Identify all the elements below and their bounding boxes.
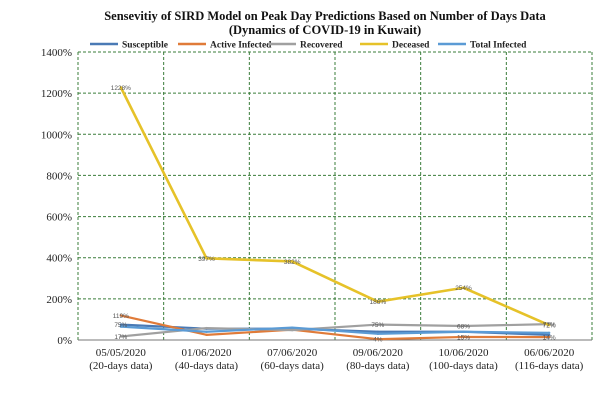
y-tick-label: 1000%	[41, 129, 72, 141]
y-tick-label: 400%	[46, 253, 72, 265]
data-point	[205, 326, 208, 330]
legend-label: Total Infected	[470, 41, 527, 51]
data-label: 254%	[455, 285, 472, 292]
data-label: 75%	[114, 322, 127, 329]
data-label: 186%	[370, 299, 387, 306]
series-group	[119, 86, 551, 341]
series-line	[119, 86, 550, 327]
data-point	[290, 328, 294, 332]
data-point	[547, 323, 551, 327]
legend-label: Susceptible	[122, 41, 168, 51]
legend: Susceptible Active Infected Recovered Decea…	[90, 41, 527, 51]
data-label: 14%	[543, 335, 556, 342]
data-point	[462, 335, 465, 339]
y-tick-label: 800%	[46, 170, 72, 182]
chart-title: Sensevitiy of SIRD Model on Peak Day Pre…	[104, 9, 546, 23]
data-point	[547, 333, 551, 337]
data-point	[119, 314, 123, 317]
data-point	[547, 335, 551, 339]
data-label: 15%	[457, 334, 470, 341]
y-tick-label: 0%	[57, 335, 72, 347]
data-label: 1228%	[111, 85, 131, 92]
data-label: 77%	[543, 322, 556, 329]
data-label: 17%	[114, 334, 127, 341]
data-point	[205, 330, 208, 333]
x-tick-label: 05/05/2020 (20-days data)	[89, 347, 153, 372]
grid-lines	[77, 51, 593, 341]
y-tick-label: 1400%	[41, 47, 72, 59]
series-line	[120, 325, 550, 335]
data-label: 119%	[113, 313, 129, 320]
data-point	[119, 86, 123, 89]
data-point	[376, 332, 380, 336]
data-label: 75%	[371, 322, 384, 329]
data-label: 72%	[543, 323, 556, 330]
series-line	[120, 323, 550, 338]
data-label: 4%	[373, 337, 383, 344]
data-point	[205, 333, 208, 337]
legend-label: Recovered	[300, 41, 343, 51]
data-point	[119, 323, 123, 326]
y-tick-label: 600%	[46, 212, 72, 224]
data-point	[462, 324, 465, 328]
data-point	[205, 257, 208, 260]
chart-subtitle: (Dynamics of COVID-19 in Kuwait)	[229, 23, 421, 37]
y-tick-label: 1200%	[41, 88, 72, 100]
x-tick-label: 07/06/2020 (60-days data)	[261, 347, 325, 372]
data-point	[547, 331, 551, 334]
data-point	[376, 323, 380, 326]
data-label: 397%	[198, 256, 215, 263]
data-label: 68%	[457, 324, 470, 331]
x-tick-label: 10/06/2020 (100-days data)	[429, 347, 498, 372]
x-tick-label: 09/06/2020 (80-days data)	[346, 347, 410, 372]
data-point	[119, 325, 123, 328]
data-point	[462, 286, 465, 289]
data-point	[462, 330, 465, 333]
data-point	[290, 326, 294, 329]
x-tick-label: 06/06/2020 (116-days data)	[515, 347, 584, 372]
legend-label: Deceased	[392, 41, 430, 51]
y-tick-label: 200%	[46, 294, 72, 306]
axes: 0% 200% 400% 600% 800% 1000% 1200% 1400% 05/05/2…	[41, 47, 592, 372]
x-tick-label: 01/06/2020 (40-days data)	[175, 347, 239, 372]
data-label: 382%	[284, 259, 301, 266]
data-point	[376, 330, 380, 333]
data-labels-group: 75% 119% 4% 15% 14% 17% 75% 68% 77% 1228% 397% 382%…	[111, 85, 556, 344]
data-point	[376, 300, 380, 303]
data-point	[376, 337, 380, 341]
legend-label: Active Infected	[210, 41, 272, 51]
data-point	[290, 260, 294, 263]
data-point	[119, 335, 123, 338]
